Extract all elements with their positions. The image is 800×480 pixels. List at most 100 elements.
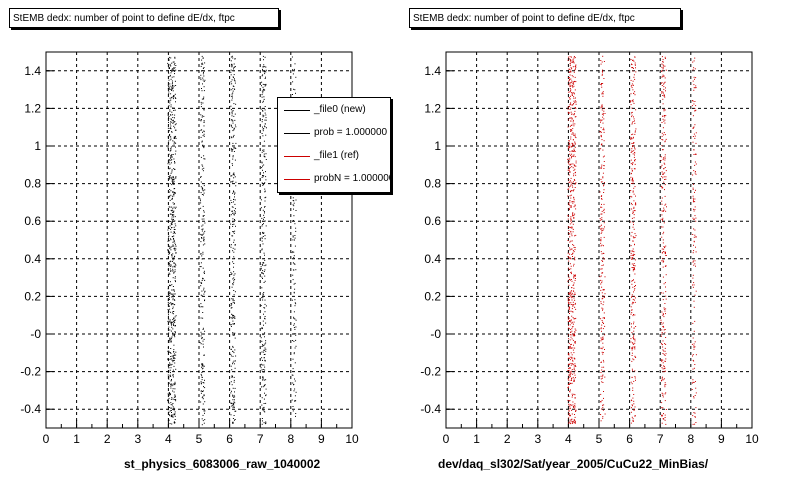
data-point <box>600 232 602 234</box>
data-point <box>169 273 171 275</box>
data-point <box>572 76 574 78</box>
data-point <box>694 68 696 70</box>
data-point <box>261 357 263 359</box>
data-point <box>169 134 170 136</box>
data-point <box>169 311 171 313</box>
data-point <box>635 285 636 286</box>
data-point <box>233 173 235 175</box>
data-point <box>632 212 633 214</box>
data-point <box>174 422 176 424</box>
data-point <box>170 270 172 272</box>
data-point <box>202 340 204 342</box>
data-point <box>568 260 570 262</box>
data-point <box>203 210 205 212</box>
data-point <box>631 231 633 233</box>
data-point <box>174 80 176 82</box>
data-point <box>202 306 204 308</box>
data-point <box>202 83 203 85</box>
data-point <box>632 270 634 272</box>
data-point <box>603 165 605 166</box>
data-point <box>600 372 602 373</box>
data-point <box>167 358 169 360</box>
data-point <box>600 134 602 136</box>
data-point <box>694 320 696 322</box>
data-point <box>571 117 573 119</box>
data-point <box>569 364 570 366</box>
data-point <box>569 153 571 155</box>
data-point <box>631 137 632 139</box>
data-point <box>201 282 203 284</box>
y-tick-label: 1 <box>34 139 41 153</box>
data-point <box>175 101 176 103</box>
data-point <box>572 363 574 365</box>
data-point <box>234 402 236 404</box>
data-point <box>568 229 570 231</box>
data-point <box>571 296 573 298</box>
data-point <box>661 82 663 84</box>
data-point <box>230 175 232 177</box>
data-point <box>167 249 169 251</box>
data-point <box>662 313 664 315</box>
data-point <box>200 192 202 194</box>
data-point <box>600 361 602 363</box>
legend-swatch <box>284 179 310 180</box>
data-point <box>574 258 575 260</box>
data-point <box>572 121 574 123</box>
data-point <box>171 312 173 314</box>
data-point <box>573 297 575 299</box>
data-point <box>571 143 573 145</box>
data-point <box>604 413 606 415</box>
data-point <box>174 70 176 72</box>
data-point <box>569 226 571 228</box>
data-point <box>171 76 173 78</box>
data-point <box>232 225 234 227</box>
legend-entry: _file1 (ref) <box>278 146 390 166</box>
data-point <box>568 203 570 205</box>
data-point <box>233 239 235 241</box>
data-point <box>573 96 575 98</box>
data-point <box>173 216 175 218</box>
data-point <box>571 422 573 424</box>
data-point <box>662 61 664 62</box>
data-point <box>662 127 664 129</box>
data-point <box>230 214 232 216</box>
data-point <box>662 220 663 222</box>
data-point <box>232 345 234 347</box>
data-point <box>264 235 266 237</box>
data-point <box>631 296 632 298</box>
data-point <box>634 56 636 58</box>
data-point <box>168 176 170 178</box>
data-point <box>603 61 605 62</box>
data-point <box>693 201 695 203</box>
data-point <box>570 129 572 130</box>
data-point <box>569 209 570 211</box>
data-point <box>200 186 202 188</box>
data-point <box>172 414 174 416</box>
data-point <box>202 403 204 405</box>
data-point <box>569 279 571 281</box>
data-point <box>174 319 176 321</box>
data-point <box>170 340 172 342</box>
data-point <box>600 60 602 61</box>
data-point <box>574 256 576 258</box>
right-x-axis-label: dev/daq_sl302/Sat/year_2005/CuCu22_MinBi… <box>438 457 709 471</box>
data-point <box>662 313 664 315</box>
data-point <box>234 387 236 389</box>
data-point <box>600 420 602 422</box>
data-point <box>571 84 573 86</box>
data-point <box>232 320 234 322</box>
data-point <box>573 155 574 157</box>
data-point <box>632 337 634 339</box>
data-point <box>175 98 177 99</box>
data-point <box>570 67 572 69</box>
data-point <box>574 66 576 67</box>
data-point <box>204 299 206 301</box>
data-point <box>169 362 171 364</box>
x-tick-label: 5 <box>596 432 603 446</box>
data-point <box>173 359 175 361</box>
data-point <box>568 232 570 234</box>
data-point <box>203 365 205 367</box>
data-point <box>572 83 574 84</box>
data-point <box>693 250 695 252</box>
data-point <box>172 299 174 301</box>
